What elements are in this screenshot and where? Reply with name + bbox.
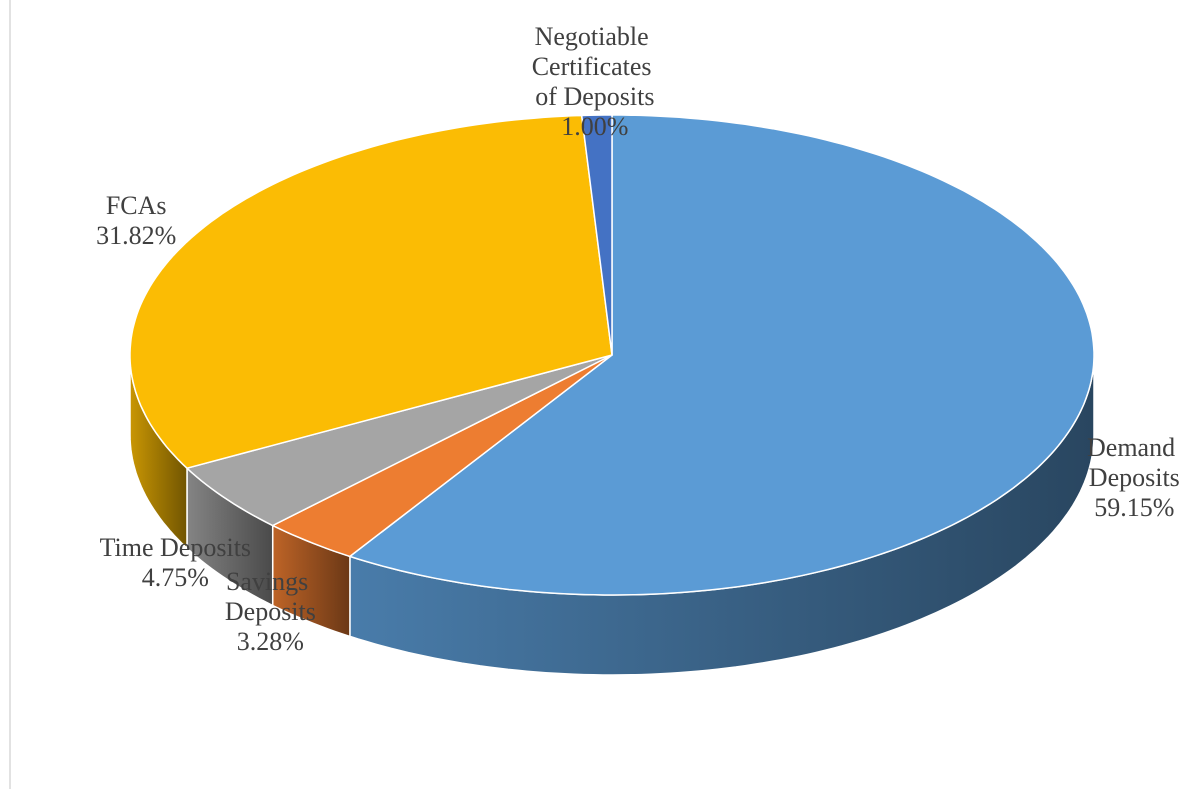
category-label: FCAs (106, 191, 167, 220)
value-label: 1.00% (561, 112, 628, 141)
pie-slice (185, 354, 613, 527)
category-label: Savings Deposits (225, 567, 316, 626)
category-label: Demand Deposits (1087, 433, 1182, 492)
value-label: 59.15% (1094, 493, 1174, 522)
pie-slice (348, 114, 1095, 596)
pie-tops (129, 114, 1095, 596)
value-label: 3.28% (237, 627, 304, 656)
pie-slice (271, 354, 613, 558)
pie-walls (129, 354, 1095, 676)
category-label: Negotiable Certificates of Deposits (532, 22, 658, 111)
value-label: 31.82% (96, 221, 176, 250)
value-label: 4.75% (142, 563, 209, 592)
pie-slice (580, 114, 613, 356)
category-label: Time Deposits (100, 533, 251, 562)
pie-slice (129, 114, 613, 470)
